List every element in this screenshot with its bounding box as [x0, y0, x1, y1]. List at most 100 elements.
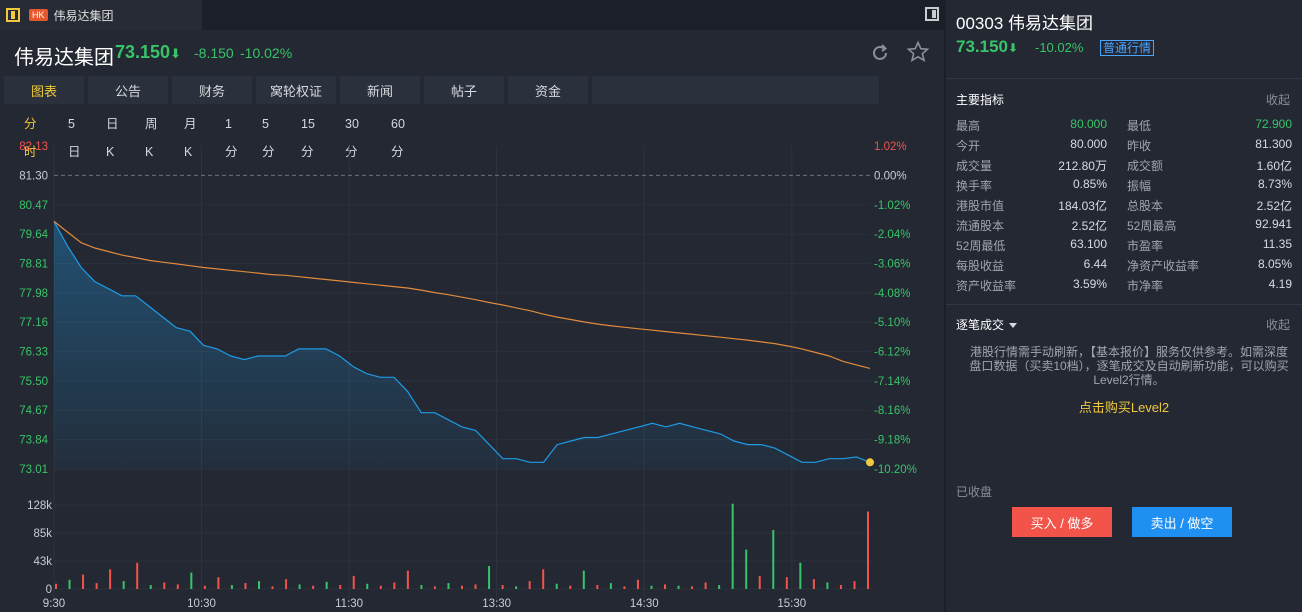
period-60m[interactable]: 60分 [391, 117, 405, 159]
metric-label: 最低 [1127, 119, 1152, 133]
volume-bar [149, 585, 152, 589]
metric-label: 市盈率 [1127, 239, 1164, 253]
volume-bar [785, 577, 788, 589]
volume-bar [555, 583, 558, 589]
metric-label: 今开 [956, 139, 981, 153]
metric-value: 92.941 [1255, 217, 1292, 231]
last-price-dot [866, 458, 874, 467]
period-month-k[interactable]: 月K [184, 117, 197, 159]
period-week-k[interactable]: 周K [145, 117, 158, 159]
quote-type-badge[interactable]: 普通行情 [1100, 40, 1155, 56]
metric-label: 成交额 [1127, 159, 1164, 173]
volume-bar [352, 575, 355, 589]
volume-bar [339, 585, 342, 589]
volume-axis-label: 0 [46, 584, 52, 596]
intraday-chart[interactable]: 82.13 1.02% 81.30 0.00% 80.47 -1.02% 79.64 -2.0… [0, 134, 944, 612]
quote-title: 00303 伟易达集团 [956, 14, 1094, 33]
pct-axis-label: -8.16% [874, 405, 910, 417]
volume-bar [542, 569, 545, 589]
metrics-table: 最高 80.000 最低 72.900 今开 80.000 昨收 81.300 成交量 212.8… [956, 117, 1292, 297]
volume-bar [691, 586, 694, 589]
ticks-title[interactable]: 逐笔成交 [956, 316, 1018, 333]
volume-bar [758, 575, 761, 589]
stock-name: 伟易达集团 [14, 47, 114, 69]
down-arrow-icon: ⬇ [1008, 41, 1019, 55]
refresh-icon[interactable] [869, 42, 891, 64]
panel-toggle-icon[interactable] [925, 7, 939, 21]
volume-bar [609, 583, 612, 589]
ticks-collapse[interactable]: 收起 [1265, 318, 1290, 332]
buy-level2-link[interactable]: 点击购买Level2 [1078, 400, 1170, 415]
volume-bar [664, 584, 666, 589]
metric-row: 换手率 0.85% 振幅 8.73% [956, 177, 1292, 197]
volume-bar [745, 549, 748, 589]
period-1m[interactable]: 1分 [225, 117, 238, 159]
price-line [53, 221, 871, 463]
volume-bar [433, 586, 436, 589]
metric-label: 资产收益率 [956, 279, 1017, 293]
metric-value: 6.44 [1083, 257, 1107, 271]
pct-axis-label: -7.14% [874, 376, 910, 388]
period-5d[interactable]: 5日 [68, 117, 81, 159]
pct-axis-label: -4.08% [874, 288, 910, 300]
volume-bar [623, 586, 626, 589]
nav-warrants[interactable]: 窝轮权证 [256, 76, 336, 104]
volume-bar [474, 584, 477, 589]
period-day-k[interactable]: 日K [106, 117, 119, 159]
pct-axis-label: -5.10% [874, 317, 910, 329]
price-axis-label: 74.67 [19, 405, 48, 417]
pct-axis-label: 0.00% [874, 170, 907, 182]
quote-change-pct: -10.02% [1035, 40, 1084, 55]
volume-bar [488, 566, 491, 589]
volume-bar [271, 586, 274, 589]
period-5m[interactable]: 5分 [262, 117, 275, 159]
nav-posts[interactable]: 帖子 [424, 76, 504, 104]
level2-notice: 港股行情需手动刷新，【基本报价】服务仅供参考。如需深度盘口数据（买卖10档），逐… [969, 345, 1289, 387]
divider [946, 304, 1302, 305]
nav-news[interactable]: 新闻 [340, 76, 420, 104]
time-axis-label: 11:30 [335, 598, 363, 610]
volume-bar [55, 583, 57, 589]
volume-bar [393, 582, 396, 589]
stock-tab[interactable]: HK 伟易达集团 [0, 0, 202, 30]
metric-label: 52周最高 [1127, 219, 1177, 233]
volume-bar [298, 584, 301, 589]
volume-bar [826, 582, 829, 589]
volume-bar [136, 562, 139, 589]
volume-bar [203, 585, 206, 589]
metric-value: 3.59% [1072, 277, 1107, 291]
nav-filler [592, 76, 879, 104]
favorite-star-icon[interactable] [906, 40, 930, 64]
nav-chart[interactable]: 图表 [4, 76, 84, 104]
nav-announcements[interactable]: 公告 [88, 76, 168, 104]
volume-bar [109, 569, 112, 589]
volume-bar [569, 585, 572, 589]
sell-button[interactable]: 卖出 / 做空 [1132, 507, 1232, 537]
buy-button[interactable]: 买入 / 做多 [1012, 507, 1112, 537]
metric-label: 流通股本 [956, 219, 1005, 233]
volume-bar [582, 570, 585, 589]
price-axis-label: 75.50 [19, 376, 48, 388]
time-axis-label: 10:30 [187, 598, 216, 610]
volume-bar [95, 583, 98, 589]
period-30m[interactable]: 30分 [345, 117, 359, 159]
volume-bar [839, 585, 842, 589]
metric-label: 52周最低 [956, 239, 1006, 253]
volume-bar [731, 503, 734, 589]
volume-bar [163, 582, 166, 589]
volume-bar [596, 585, 599, 589]
nav-financials[interactable]: 财务 [172, 76, 252, 104]
volume-bar [312, 585, 315, 589]
metric-label: 换手率 [956, 179, 993, 193]
pct-axis-label: -9.18% [874, 435, 910, 447]
nav-funds[interactable]: 资金 [508, 76, 588, 104]
metrics-title: 主要指标 [956, 93, 1005, 107]
pct-axis-label: 1.02% [874, 141, 907, 153]
period-intraday[interactable]: 分时 [24, 117, 37, 159]
avg-price-line [53, 220, 871, 369]
metric-row: 港股市值 184.03亿 总股本 2.52亿 [956, 197, 1292, 217]
down-arrow-icon: ⬇ [170, 46, 181, 61]
metrics-collapse[interactable]: 收起 [1265, 93, 1290, 107]
period-15m[interactable]: 15分 [301, 117, 315, 159]
